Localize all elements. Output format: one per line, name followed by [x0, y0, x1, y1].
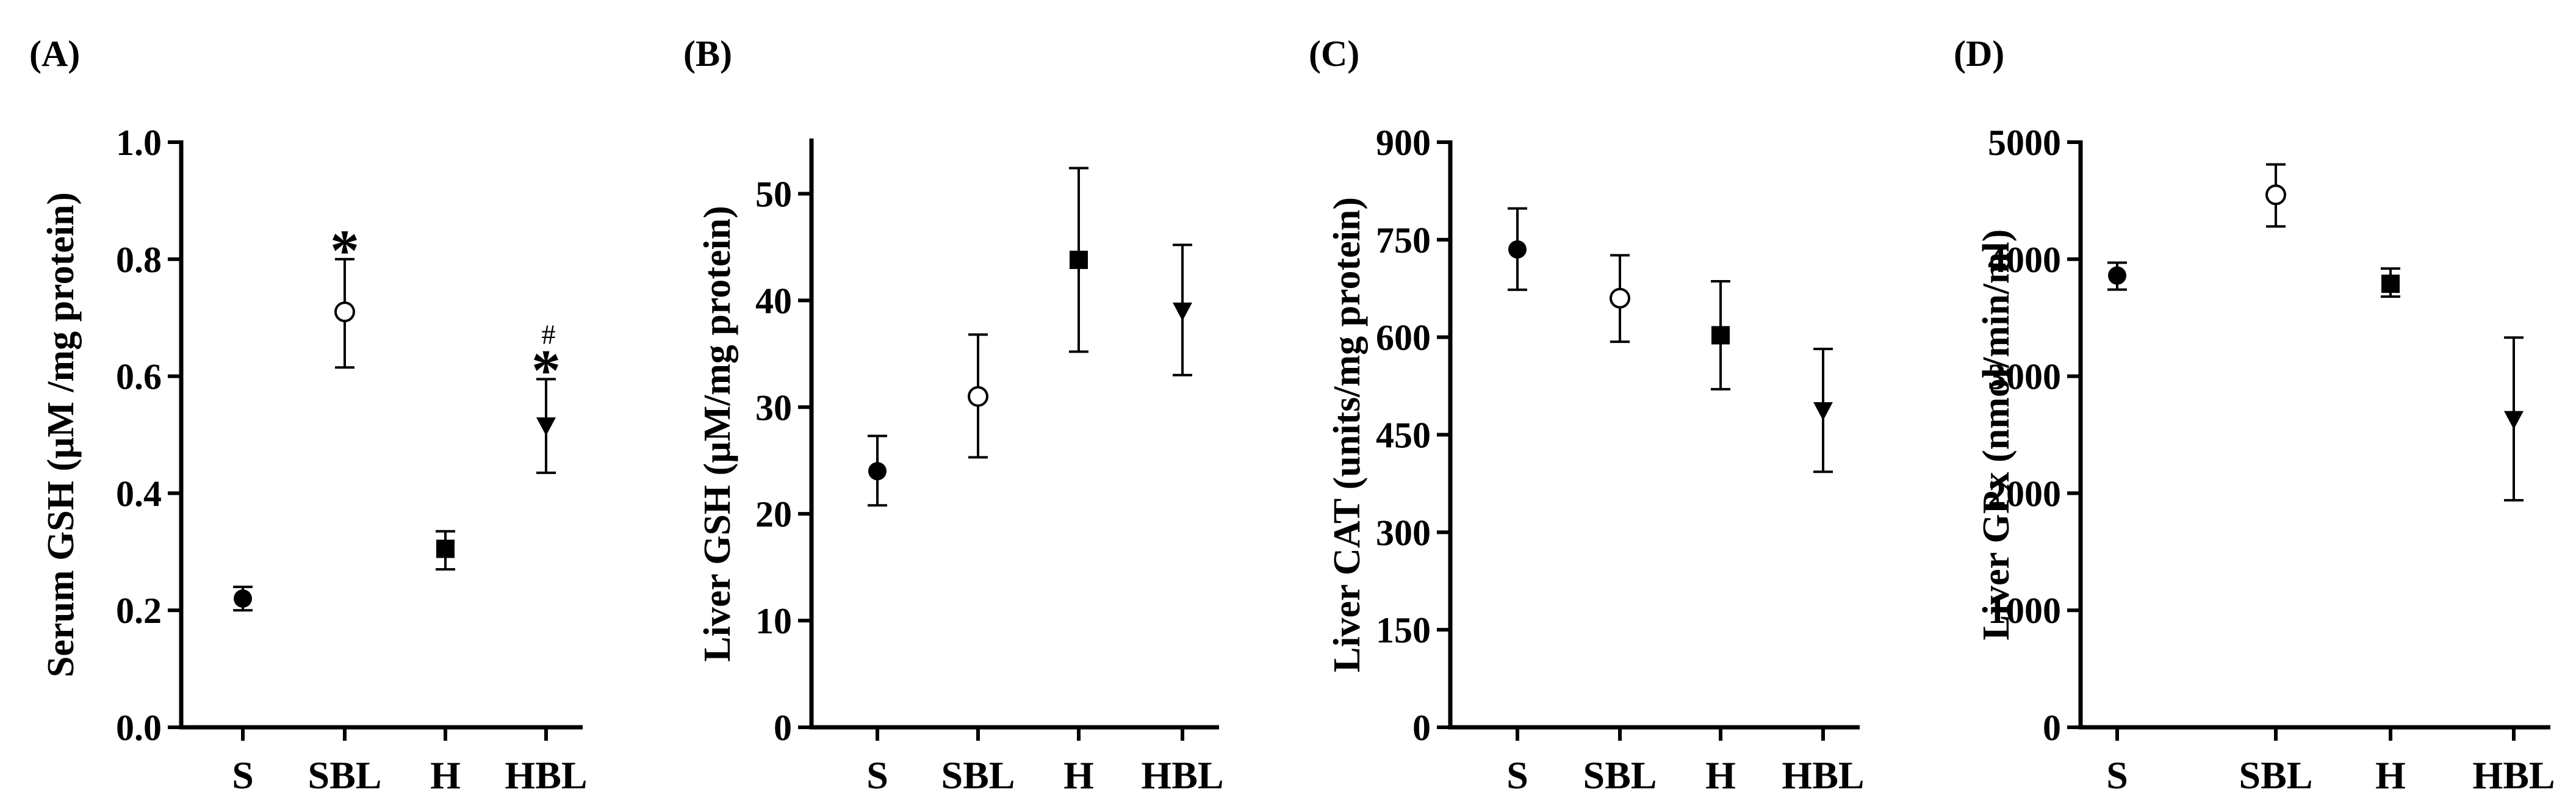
- data-point-h: [436, 530, 455, 571]
- x-tick-label: H: [430, 754, 461, 797]
- y-tick-label: 3000: [1988, 357, 2061, 397]
- data-point-hbl: [1813, 347, 1833, 473]
- marker-open-circle: [334, 301, 355, 323]
- y-tick-label: 0: [2043, 708, 2061, 748]
- x-tick-label: H: [1063, 754, 1094, 797]
- y-tick-label: 900: [1376, 123, 1431, 163]
- data-point-sbl: *: [330, 218, 359, 369]
- y-tick-label: 0.8: [116, 240, 162, 280]
- x-tick-label: HBL: [1782, 754, 1864, 797]
- marker-filled-circle: [868, 462, 887, 481]
- data-point-s: [868, 434, 887, 507]
- x-tick-label: SBL: [941, 754, 1015, 797]
- marker-filled-square: [2381, 275, 2400, 293]
- y-tick-label: 10: [755, 601, 792, 641]
- marker-filled-triangle: [2504, 411, 2524, 430]
- y-tick-label: 300: [1376, 513, 1431, 553]
- panel-label: (D): [1954, 34, 2004, 74]
- significance-star: *: [330, 218, 359, 283]
- marker-filled-triangle: [536, 417, 556, 436]
- y-tick-label: 0.0: [116, 708, 162, 748]
- y-tick-label: 0.6: [116, 357, 162, 397]
- y-tick-label: 4000: [1988, 240, 2061, 280]
- y-axis-label: Liver GSH (μM/mg protein): [697, 206, 738, 662]
- y-tick-label: 5000: [1988, 123, 2061, 163]
- marker-filled-circle: [1508, 240, 1527, 259]
- y-tick-label: 450: [1376, 416, 1431, 456]
- panel-b: (B) 0 10 20 30 40 50 Liver GSH (μM/mg protein) S…: [683, 34, 1224, 797]
- marker-filled-circle: [234, 589, 252, 608]
- x-tick-label: S: [866, 754, 888, 797]
- data-point-sbl: [2265, 163, 2286, 228]
- data-point-s: [233, 585, 253, 612]
- y-axis-label: Liver CAT (units/mg protein): [1326, 197, 1368, 672]
- x-tick-label: S: [1506, 754, 1528, 797]
- x-tick-label: HBL: [1141, 754, 1223, 797]
- significance-hash: #: [542, 318, 556, 350]
- y-tick-label: 1.0: [116, 123, 162, 163]
- y-tick-label: 0.2: [116, 591, 162, 631]
- x-tick-label: SBL: [2239, 754, 2313, 797]
- y-tick-label: 0: [774, 708, 792, 748]
- x-tick-label: H: [1705, 754, 1736, 797]
- data-point-hbl: *#: [531, 318, 561, 474]
- y-tick-label: 0.4: [116, 473, 162, 514]
- y-tick-label: 40: [755, 281, 792, 321]
- x-tick-label: HBL: [505, 754, 587, 797]
- x-tick-label: SBL: [308, 754, 382, 797]
- significance-star: *: [531, 337, 561, 403]
- y-tick-label: 600: [1376, 318, 1431, 358]
- marker-open-circle: [1610, 287, 1630, 309]
- y-tick-label: 0: [1412, 708, 1431, 748]
- x-tick-label: SBL: [1583, 754, 1657, 797]
- data-point-hbl: [1173, 243, 1192, 376]
- marker-filled-square: [1070, 250, 1088, 269]
- x-tick-label: S: [2106, 754, 2128, 797]
- panel-label: (C): [1309, 34, 1359, 74]
- data-point-sbl: [1610, 254, 1630, 344]
- data-point-s: [1508, 207, 1527, 291]
- y-tick-label: 20: [755, 494, 792, 534]
- marker-filled-triangle: [1173, 302, 1192, 321]
- y-tick-label: 750: [1376, 220, 1431, 261]
- data-point-h: [1069, 167, 1088, 353]
- data-point-h: [1711, 280, 1730, 390]
- data-point-hbl: [2504, 336, 2524, 502]
- y-axis-label: Serum GSH (μM /mg protein): [40, 192, 82, 677]
- y-tick-label: 150: [1376, 610, 1431, 650]
- x-tick-label: HBL: [2472, 754, 2555, 797]
- panel-label: (A): [29, 34, 80, 74]
- marker-filled-triangle: [1813, 402, 1833, 421]
- marker-filled-square: [436, 539, 455, 558]
- panel-label: (B): [683, 34, 732, 74]
- marker-filled-circle: [2108, 266, 2126, 285]
- data-point-s: [2107, 261, 2127, 291]
- y-tick-label: 50: [755, 174, 792, 214]
- x-tick-label: H: [2375, 754, 2406, 797]
- y-axis-label: Liver GPx (nmol/min/ml): [1976, 229, 2017, 641]
- data-point-h: [2381, 267, 2400, 298]
- panel-a: (A) 0.0 0.2 0.4 0.6 0.8 1.0 Serum GSH (μM /mg p…: [29, 34, 588, 797]
- y-tick-label: 2000: [1988, 473, 2061, 514]
- marker-open-circle: [2265, 184, 2286, 206]
- x-tick-label: S: [232, 754, 254, 797]
- data-point-sbl: [968, 333, 988, 459]
- y-tick-label: 1000: [1988, 591, 2061, 631]
- marker-filled-square: [1711, 326, 1730, 345]
- panel-d: (D) 0 1000 2000 3000 4000 5000 Liver GPx (nmol/…: [1954, 34, 2555, 797]
- marker-open-circle: [968, 386, 988, 407]
- y-tick-label: 30: [755, 387, 792, 428]
